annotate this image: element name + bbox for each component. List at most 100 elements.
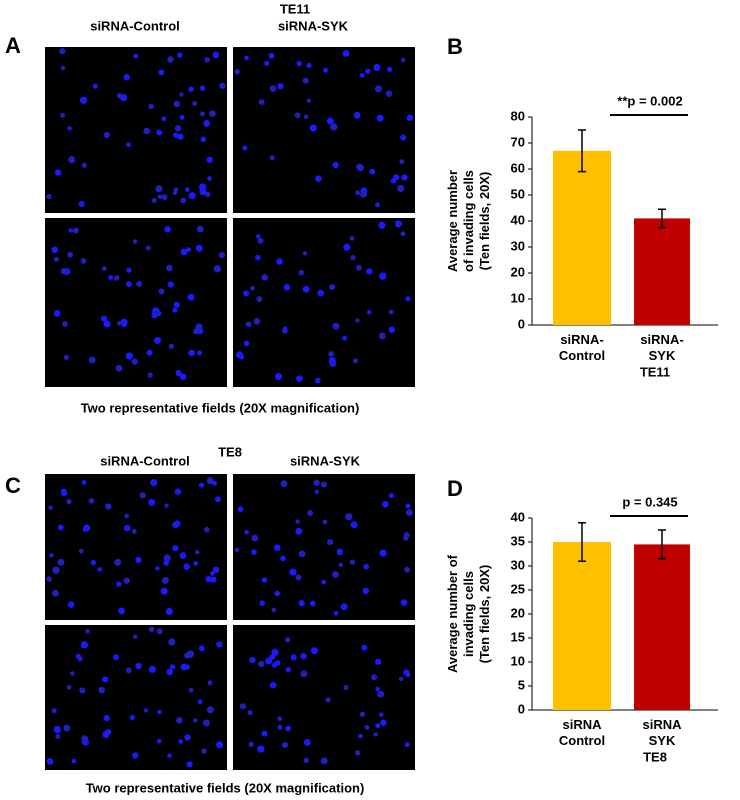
nucleus [271, 662, 278, 668]
nucleus [242, 145, 248, 151]
nucleus [405, 509, 413, 517]
nucleus [343, 243, 351, 251]
nucleus [197, 350, 203, 356]
nucleus [51, 708, 57, 714]
y-tick-label: 40 [511, 509, 525, 524]
y-tick-label: 80 [511, 108, 525, 123]
nucleus [359, 711, 366, 717]
nucleus [53, 725, 61, 734]
nucleus [177, 133, 184, 140]
nucleus [174, 488, 182, 495]
nucleus [100, 315, 108, 322]
nucleus [120, 318, 128, 326]
nucleus [356, 264, 362, 271]
nucleus [202, 719, 210, 727]
nucleus [258, 99, 265, 105]
nucleus [156, 709, 162, 715]
nucleus [214, 496, 221, 503]
nucleus [401, 174, 408, 181]
error-bar [658, 529, 666, 560]
nucleus [78, 201, 85, 208]
nucleus [98, 686, 105, 694]
micrograph [45, 47, 227, 213]
nucleus [374, 85, 382, 93]
nucleus [154, 337, 162, 345]
nucleus [78, 548, 84, 554]
nucleus [271, 648, 279, 657]
nucleus [193, 718, 198, 723]
nucleus [370, 674, 378, 681]
y-axis-label: Average numberof invading cells(Ten fiel… [445, 170, 492, 272]
nucleus [328, 356, 336, 365]
nucleus [314, 489, 319, 495]
nucleus [360, 190, 368, 198]
nucleus [349, 559, 356, 565]
nucleus [60, 268, 67, 275]
nucleus [320, 757, 328, 765]
nucleus [92, 83, 98, 89]
nucleus [188, 687, 194, 693]
nucleus [114, 558, 122, 566]
nucleus [212, 51, 220, 59]
nucleus [255, 254, 261, 261]
nucleus [404, 742, 410, 748]
nucleus [340, 603, 348, 611]
annotation: **p = 0.002 [617, 93, 682, 108]
nucleus [115, 364, 123, 372]
nucleus [63, 354, 69, 360]
nucleus [268, 52, 275, 59]
nucleus [168, 343, 175, 349]
bar [634, 544, 690, 710]
panel-letter: C [5, 473, 21, 498]
nucleus [71, 758, 77, 764]
column-label: siRNA-SYK [290, 453, 361, 468]
nucleus [174, 520, 181, 527]
nucleus [298, 269, 305, 276]
nucleus [369, 168, 376, 175]
y-tick-label: 0 [518, 316, 525, 331]
nucleus [52, 566, 60, 574]
error-bar [658, 208, 666, 229]
nucleus [156, 129, 163, 136]
nucleus [46, 757, 54, 765]
nucleus [378, 221, 386, 229]
nucleus [70, 671, 75, 676]
nucleus [350, 255, 356, 261]
nucleus [161, 116, 167, 122]
nucleus [274, 373, 283, 381]
nucleus [216, 641, 223, 648]
nucleus [186, 761, 193, 768]
nucleus [176, 717, 183, 724]
nucleus [161, 194, 168, 201]
nucleus [186, 247, 191, 252]
nucleus [172, 307, 178, 313]
nucleus [353, 111, 361, 119]
nucleus [169, 664, 176, 670]
nucleus [355, 190, 361, 196]
nucleus [55, 733, 61, 739]
y-tick-label: 70 [511, 134, 525, 149]
nucleus [108, 274, 114, 280]
nucleus [80, 258, 87, 264]
nucleus [303, 738, 311, 746]
nucleus [88, 356, 96, 364]
nucleus [135, 556, 142, 564]
nucleus [207, 176, 212, 181]
nucleus [277, 716, 283, 722]
nucleus [400, 57, 406, 63]
nucleus [172, 545, 179, 552]
nucleus [320, 481, 327, 488]
nucleus [375, 658, 382, 665]
nucleus [298, 600, 305, 607]
nucleus [261, 274, 269, 281]
nucleus [179, 92, 184, 97]
nucleus [184, 187, 190, 193]
nucleus [103, 131, 110, 139]
nucleus [403, 535, 409, 541]
nucleus [352, 358, 358, 364]
nucleus [163, 554, 171, 562]
nucleus [103, 715, 110, 722]
nucleus [57, 524, 64, 531]
nucleus [53, 256, 59, 262]
y-tick-label: 40 [511, 212, 525, 227]
